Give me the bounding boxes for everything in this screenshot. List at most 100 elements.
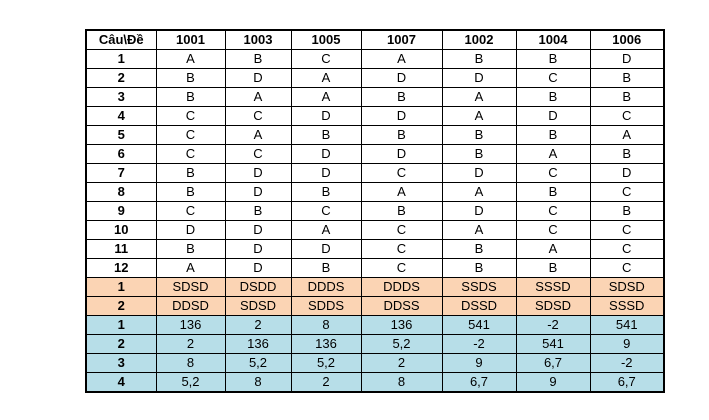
header-cell: 1006	[589, 29, 665, 50]
table-cell: B	[155, 182, 226, 202]
table-cell: D	[224, 258, 292, 278]
table-cell: A	[589, 125, 665, 145]
table-cell: DSSD	[441, 296, 517, 316]
table-row: 11 B D D C B A C	[85, 239, 665, 259]
table-cell: A	[441, 87, 517, 107]
table-cell: A	[155, 49, 226, 69]
table-cell: A	[290, 68, 362, 88]
table-cell: 136	[155, 315, 226, 335]
row-label: 1	[85, 49, 157, 69]
table-cell: 2	[224, 315, 292, 335]
row-label: 3	[85, 87, 157, 107]
header-cell: 1004	[515, 29, 591, 50]
header-cell: 1001	[155, 29, 226, 50]
table-cell: C	[360, 220, 443, 240]
table-cell: A	[441, 220, 517, 240]
table-cell: C	[360, 163, 443, 183]
row-label: 4	[85, 372, 157, 393]
table-cell: C	[589, 258, 665, 278]
table-cell: 8	[360, 372, 443, 393]
table-cell: B	[224, 49, 292, 69]
table-cell: C	[515, 220, 591, 240]
table-row: 1 SDSD DSDD DDDS DDDS SSDS SSSD SDSD	[85, 277, 665, 297]
table-cell: D	[589, 163, 665, 183]
table-cell: B	[441, 125, 517, 145]
table-cell: C	[589, 239, 665, 259]
table-cell: C	[155, 201, 226, 221]
table-cell: B	[155, 87, 226, 107]
table-cell: A	[515, 239, 591, 259]
table-cell: A	[515, 144, 591, 164]
table-cell: C	[224, 144, 292, 164]
table-cell: C	[290, 201, 362, 221]
header-cell: Câu\Đề	[85, 29, 157, 50]
row-label: 10	[85, 220, 157, 240]
header-cell: 1007	[360, 29, 443, 50]
table-cell: C	[589, 182, 665, 202]
table-cell: 136	[360, 315, 443, 335]
table-cell: -2	[515, 315, 591, 335]
table-cell: DDDS	[290, 277, 362, 297]
table-cell: -2	[589, 353, 665, 373]
row-label: 12	[85, 258, 157, 278]
table-cell: D	[589, 49, 665, 69]
table-cell: C	[155, 125, 226, 145]
table-cell: C	[589, 220, 665, 240]
table-cell: DDSS	[360, 296, 443, 316]
table-cell: SDSD	[589, 277, 665, 297]
table-cell: B	[589, 87, 665, 107]
table-cell: -2	[441, 334, 517, 354]
table-cell: SDSD	[224, 296, 292, 316]
table-cell: B	[441, 258, 517, 278]
table-cell: 2	[360, 353, 443, 373]
table-cell: C	[515, 163, 591, 183]
table-cell: 541	[515, 334, 591, 354]
table-cell: 5,2	[290, 353, 362, 373]
table-cell: B	[155, 68, 226, 88]
table-cell: D	[441, 68, 517, 88]
table-cell: 2	[155, 334, 226, 354]
table-cell: B	[290, 125, 362, 145]
table-cell: B	[515, 258, 591, 278]
table-cell: 541	[589, 315, 665, 335]
row-label: 2	[85, 296, 157, 316]
table-cell: A	[441, 182, 517, 202]
table-cell: C	[515, 68, 591, 88]
table-cell: D	[360, 68, 443, 88]
table-cell: DDDS	[360, 277, 443, 297]
table-cell: D	[515, 106, 591, 126]
table-cell: 9	[515, 372, 591, 393]
table-cell: D	[360, 106, 443, 126]
row-label: 8	[85, 182, 157, 202]
table-cell: D	[290, 144, 362, 164]
table-cell: C	[155, 144, 226, 164]
table-cell: B	[515, 87, 591, 107]
table-cell: B	[360, 125, 443, 145]
row-label: 2	[85, 334, 157, 354]
table-row: 1 136 2 8 136 541 -2 541	[85, 315, 665, 335]
table-cell: SSSD	[589, 296, 665, 316]
table-cell: D	[224, 163, 292, 183]
table-cell: D	[155, 220, 226, 240]
header-cell: 1002	[441, 29, 517, 50]
table-cell: C	[589, 106, 665, 126]
table-cell: B	[360, 201, 443, 221]
table-cell: D	[441, 201, 517, 221]
header-cell: 1003	[224, 29, 292, 50]
table-cell: D	[224, 182, 292, 202]
table-cell: A	[290, 220, 362, 240]
table-cell: D	[224, 239, 292, 259]
table-cell: A	[224, 125, 292, 145]
table-cell: SDSD	[515, 296, 591, 316]
table-cell: B	[224, 201, 292, 221]
table-cell: 5,2	[360, 334, 443, 354]
table-cell: 8	[224, 372, 292, 393]
table-cell: A	[441, 106, 517, 126]
table-row: 3 8 5,2 5,2 2 9 6,7 -2	[85, 353, 665, 373]
table-cell: D	[360, 144, 443, 164]
